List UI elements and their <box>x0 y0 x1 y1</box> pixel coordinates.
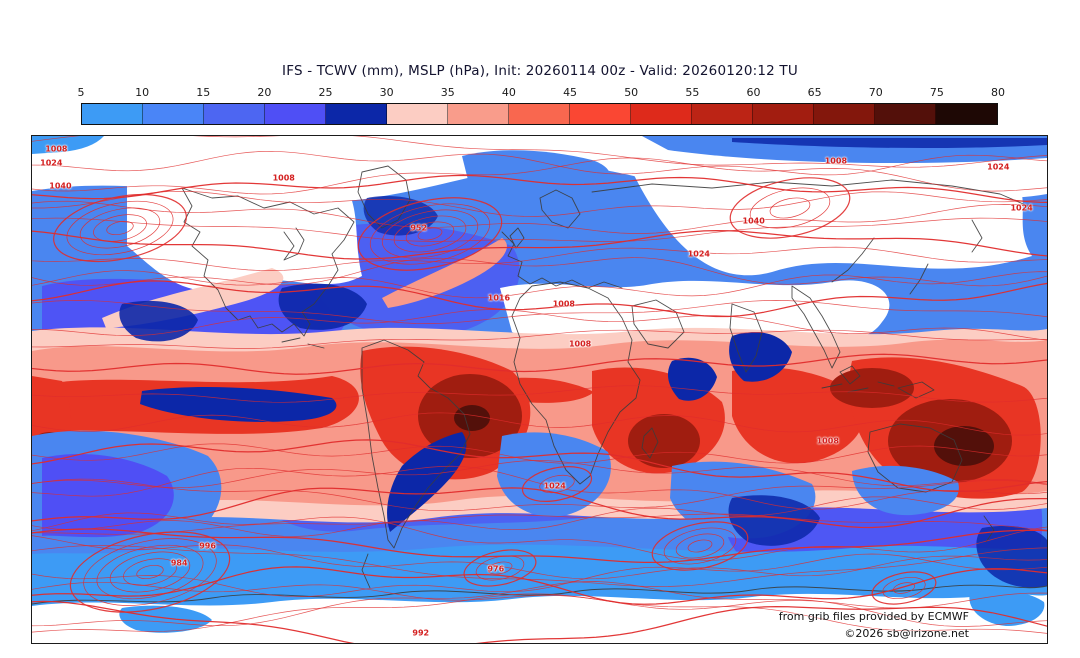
colorbar-segment <box>143 104 204 124</box>
isobar-label: 976 <box>487 564 505 574</box>
colorbar <box>81 103 998 125</box>
colorbar-tick: 65 <box>807 86 822 99</box>
colorbar-segment <box>326 104 387 124</box>
colorbar-tick: 40 <box>501 86 516 99</box>
colorbar-segment <box>692 104 753 124</box>
colorbar-tick: 80 <box>991 86 1005 99</box>
colorbar-tick: 25 <box>318 86 333 99</box>
colorbar-segment <box>875 104 936 124</box>
weather-map: 1008 1024 1040 1008 952 1016 1008 1024 1040 1008 1… <box>31 135 1048 644</box>
tcwv-field <box>32 136 1047 643</box>
isobar-label: 1024 <box>687 249 710 259</box>
isobar-label: 1024 <box>987 162 1010 172</box>
colorbar-segment <box>631 104 692 124</box>
colorbar-tick: 10 <box>135 86 150 99</box>
colorbar-tick: 20 <box>257 86 272 99</box>
colorbar-segment <box>814 104 875 124</box>
colorbar-tick: 45 <box>563 86 578 99</box>
isobar-label: 1016 <box>487 293 511 303</box>
isobar-label: 1008 <box>816 436 839 446</box>
colorbar-segment <box>936 104 997 124</box>
isobar-label: 1024 <box>40 158 63 168</box>
colorbar-segment <box>82 104 143 124</box>
colorbar-ticks: 5 10 15 20 25 30 35 40 45 50 55 60 65 70 75 80 <box>77 86 1006 100</box>
attribution-source: from grib files provided by ECMWF <box>778 610 969 623</box>
isobar-label: 1008 <box>552 299 575 309</box>
isobar-label: 992 <box>412 628 430 638</box>
coastlines <box>32 165 1047 605</box>
isobar-label: 1040 <box>742 216 765 226</box>
colorbar-tick: 75 <box>929 86 944 99</box>
colorbar-tick: 60 <box>746 86 761 99</box>
isobar-label: 1008 <box>45 144 68 154</box>
map-canvas <box>32 136 1047 643</box>
colorbar-tick: 30 <box>379 86 394 99</box>
colorbar-segment <box>448 104 509 124</box>
isobar-label: 1024 <box>1010 203 1033 213</box>
colorbar-tick: 5 <box>77 86 85 99</box>
colorbar-segment <box>509 104 570 124</box>
attribution-copyright: ©2026 sb@irizone.net <box>844 627 969 640</box>
colorbar-segment <box>570 104 631 124</box>
colorbar-tick: 35 <box>440 86 455 99</box>
colorbar-segment <box>265 104 326 124</box>
isobar-label: 1024 <box>543 481 566 491</box>
colorbar-tick: 55 <box>685 86 700 99</box>
isobar-lines <box>32 136 1047 643</box>
colorbar-segment <box>204 104 265 124</box>
isobar-label: 1040 <box>49 181 72 191</box>
isobar-label: 1008 <box>824 156 848 166</box>
colorbar-tick: 50 <box>624 86 639 99</box>
colorbar-tick: 15 <box>196 86 211 99</box>
plot-title: IFS - TCWV (mm), MSLP (hPa), Init: 20260… <box>282 63 798 79</box>
isobar-label: 984 <box>170 558 188 568</box>
colorbar-tick: 70 <box>868 86 883 99</box>
colorbar-segment <box>387 104 448 124</box>
isobar-label: 996 <box>199 541 216 551</box>
isobar-label: 1008 <box>272 173 295 183</box>
isobar-label: 1008 <box>568 339 592 349</box>
isobar-label: 952 <box>410 223 428 233</box>
colorbar-segment <box>753 104 814 124</box>
